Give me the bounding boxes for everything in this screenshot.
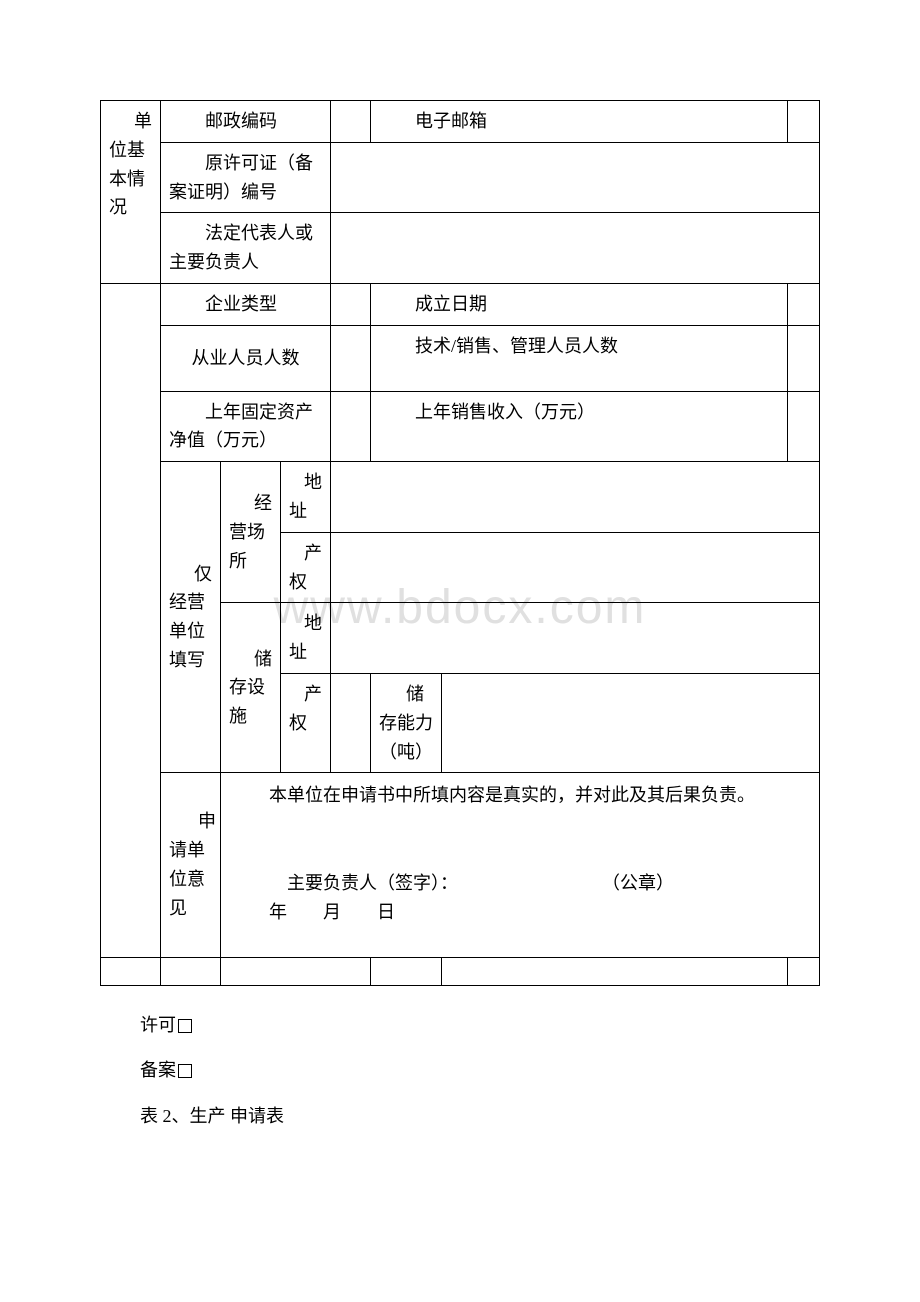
filing-label: 备案	[140, 1060, 176, 1080]
storage-capacity-label: 储存能力（吨）	[371, 673, 442, 772]
email-label: 电子邮箱	[371, 101, 788, 143]
empty-cell-1	[101, 957, 161, 985]
table2-title: 表 2、生产 申请表	[140, 1097, 820, 1137]
fixed-assets-value	[331, 391, 371, 462]
empty-cell-4	[371, 957, 442, 985]
spacer-left	[101, 283, 161, 957]
sales-revenue-value	[788, 391, 820, 462]
footer-section: 许可 备案 表 2、生产 申请表	[100, 1006, 820, 1137]
tech-sales-mgmt-value	[788, 325, 820, 391]
storage-facility-label: 储 存设施	[221, 603, 281, 773]
sf-property-value	[331, 673, 371, 772]
company-type-value	[331, 283, 371, 325]
sf-property-label: 产权	[281, 673, 331, 772]
establish-date-label: 成立日期	[371, 283, 788, 325]
unit-basic-info-header: 单 位基本情况	[101, 101, 161, 284]
declaration-cell: 本单位在申请书中所填内容是真实的，并对此及其后果负责。 主要负责人（签字）： （…	[221, 773, 820, 957]
bp-property-label: 产权	[281, 532, 331, 603]
legal-rep-value	[331, 213, 820, 284]
declaration-text: 本单位在申请书中所填内容是真实的，并对此及其后果负责。	[233, 781, 807, 810]
empty-cell-5	[442, 957, 788, 985]
postal-code-value	[331, 101, 371, 143]
permit-label: 许可	[140, 1015, 176, 1035]
filing-checkbox-line: 备案	[140, 1051, 820, 1091]
date-line: 年 月 日	[233, 898, 807, 927]
original-permit-label: 原许可证（备案证明）编号	[161, 142, 331, 213]
postal-code-label: 邮政编码	[161, 101, 331, 143]
storage-capacity-value	[442, 673, 820, 772]
only-operating-label: 仅 经营单位填写	[161, 462, 221, 773]
applicant-opinion-header: 申 请单位意见	[161, 773, 221, 957]
signer-label: 主要负责人（签字）： （公章）	[233, 869, 807, 898]
company-type-label: 企业类型	[161, 283, 331, 325]
bp-property-value	[331, 532, 820, 603]
establish-date-value	[788, 283, 820, 325]
sales-revenue-label: 上年销售收入（万元）	[371, 391, 788, 462]
business-premises-label: 经 营场所	[221, 462, 281, 603]
sf-address-value	[331, 603, 820, 674]
application-form-table: 单 位基本情况 邮政编码 电子邮箱 原许可证（备案证明）编号 法定代表人或主要负…	[100, 100, 820, 986]
empty-cell-3	[221, 957, 371, 985]
fixed-assets-label: 上年固定资产净值（万元）	[161, 391, 331, 462]
original-permit-value	[331, 142, 820, 213]
empty-cell-6	[788, 957, 820, 985]
legal-rep-label: 法定代表人或主要负责人	[161, 213, 331, 284]
empty-cell-2	[161, 957, 221, 985]
bp-address-value	[331, 462, 820, 533]
sf-address-label: 地址	[281, 603, 331, 674]
email-value	[788, 101, 820, 143]
bp-address-label: 地址	[281, 462, 331, 533]
tech-sales-mgmt-label: 技术/销售、管理人员人数	[371, 325, 788, 391]
permit-checkbox-icon	[178, 1019, 192, 1033]
filing-checkbox-icon	[178, 1064, 192, 1078]
employee-count-value	[331, 325, 371, 391]
employee-count-label: 从业人员人数	[161, 325, 331, 391]
permit-checkbox-line: 许可	[140, 1006, 820, 1046]
